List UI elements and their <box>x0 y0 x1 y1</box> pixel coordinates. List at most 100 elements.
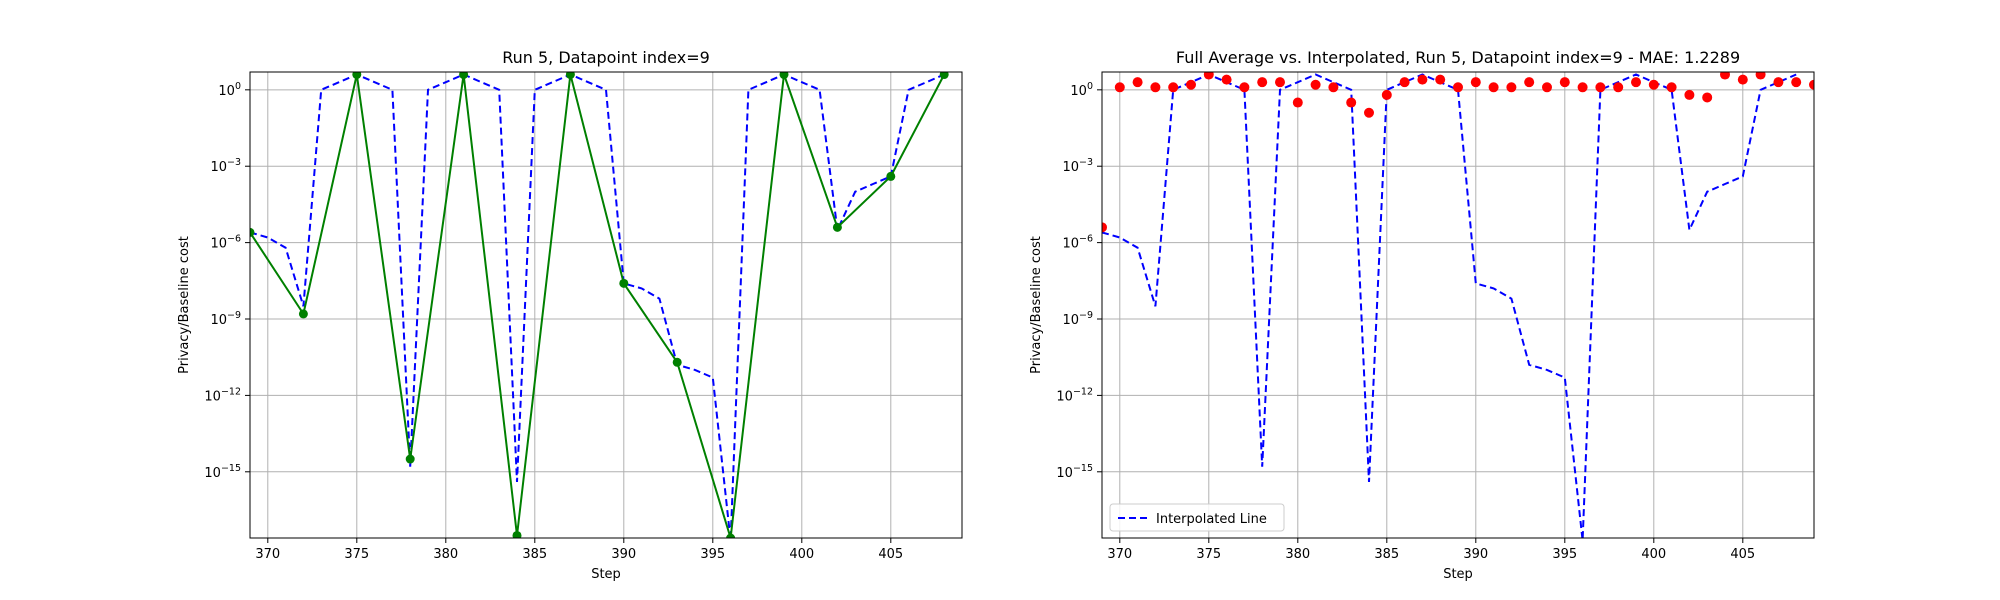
y-tick-exponent: −6 <box>1079 234 1093 245</box>
chart-title: Full Average vs. Interpolated, Run 5, Da… <box>1176 48 1740 67</box>
x-tick-label: 390 <box>1463 547 1488 562</box>
data-point <box>1150 82 1161 93</box>
plot-area <box>1102 72 1814 538</box>
series-line-2 <box>250 74 946 538</box>
data-point <box>1773 77 1784 88</box>
chart-panel-1: 370 375 380 385 390 395 400 405 100 10−3 10−6 10−9 1… <box>177 48 963 582</box>
series-line-1 <box>250 73 945 538</box>
data-point <box>1417 74 1428 85</box>
x-tick-label: 405 <box>878 547 903 562</box>
data-point <box>779 72 789 80</box>
x-tick-label: 385 <box>1374 547 1399 562</box>
x-tick-label: 405 <box>1730 547 1755 562</box>
y-tick-exponent: −15 <box>221 463 241 474</box>
data-point <box>1791 77 1802 88</box>
y-tick-label: 10−6 <box>1062 234 1093 252</box>
data-point <box>1631 77 1641 88</box>
grid <box>250 72 962 538</box>
x-tick-label: 385 <box>522 547 547 562</box>
data-point <box>1809 79 1814 90</box>
y-tick-exponent: −15 <box>1073 463 1093 474</box>
x-tick-label: 400 <box>1641 547 1666 562</box>
x-axis-label: Step <box>1443 567 1473 582</box>
data-point <box>832 222 842 232</box>
y-tick-label: 10−9 <box>210 310 241 328</box>
data-point <box>1310 79 1321 90</box>
data-point <box>1453 82 1463 93</box>
y-tick-label: 10−12 <box>204 386 241 404</box>
y-tick-exponent: 0 <box>235 81 241 92</box>
x-tick-label: 375 <box>344 547 369 562</box>
data-point <box>1702 92 1713 103</box>
legend: Interpolated Line <box>1109 503 1285 532</box>
y-tick-label: 10−3 <box>210 157 241 175</box>
x-tick-label: 370 <box>1107 547 1132 562</box>
y-tick-exponent: −9 <box>1079 310 1093 321</box>
x-tick-label: 400 <box>789 547 814 562</box>
x-tick-label: 395 <box>700 547 725 562</box>
y-tick-label: 100 <box>1070 81 1093 99</box>
data-point <box>1114 82 1125 93</box>
x-tick-label: 380 <box>1285 547 1310 562</box>
chart-panel-2: 370 375 380 385 390 395 400 405 100 10−3 10−6 10−9 1… <box>1029 48 1815 582</box>
data-point <box>1399 77 1410 88</box>
x-tick-label: 390 <box>611 547 636 562</box>
y-tick-label: 10−9 <box>1062 310 1093 328</box>
series-line-1 <box>1102 73 1797 538</box>
plot-frame <box>1101 71 1815 539</box>
legend-box <box>1109 503 1285 532</box>
data-point <box>672 357 682 367</box>
data-point <box>1328 82 1339 93</box>
data-point <box>1346 97 1357 108</box>
y-axis-label: Privacy/Baseline cost <box>177 236 192 374</box>
data-point <box>405 454 415 464</box>
data-point <box>939 72 949 80</box>
y-tick-exponent: −12 <box>221 386 241 397</box>
x-tick-label: 380 <box>433 547 458 562</box>
grid <box>1102 72 1814 538</box>
y-axis-label: Privacy/Baseline cost <box>1029 236 1044 374</box>
data-point <box>1381 89 1392 100</box>
data-point <box>1132 77 1143 88</box>
data-point <box>352 72 362 80</box>
data-point <box>1488 82 1499 93</box>
legend-label: Interpolated Line <box>1156 512 1267 527</box>
data-point <box>1435 74 1446 85</box>
data-point <box>1666 82 1677 93</box>
data-point <box>1239 82 1250 93</box>
data-point <box>726 533 736 538</box>
data-point <box>1720 72 1730 80</box>
plot-frame <box>249 71 963 539</box>
y-tick-exponent: −9 <box>227 310 241 321</box>
data-point <box>1559 77 1570 88</box>
data-point <box>1203 72 1214 80</box>
plot-area <box>250 72 949 538</box>
x-tick-label: 375 <box>1196 547 1221 562</box>
data-point <box>250 227 255 237</box>
data-point <box>1168 82 1179 93</box>
data-point <box>1470 77 1481 88</box>
y-tick-label: 10−3 <box>1062 157 1093 175</box>
data-point <box>298 309 308 319</box>
y-tick-label: 10−15 <box>204 463 241 481</box>
data-point <box>1221 74 1232 85</box>
y-tick-exponent: 0 <box>1087 81 1093 92</box>
x-tick-label: 370 <box>255 547 280 562</box>
y-tick-label: 10−6 <box>210 234 241 252</box>
y-tick-label: 100 <box>218 81 241 99</box>
y-tick-exponent: −3 <box>1079 157 1093 168</box>
y-tick-label: 10−12 <box>1056 386 1093 404</box>
data-point <box>1542 82 1552 93</box>
data-point <box>1524 77 1535 88</box>
chart-title: Run 5, Datapoint index=9 <box>502 48 710 67</box>
data-point <box>1364 107 1374 118</box>
data-point <box>886 171 896 181</box>
x-axis-label: Step <box>591 567 621 582</box>
data-point <box>1737 74 1748 85</box>
data-point <box>1275 77 1285 88</box>
data-point <box>1613 82 1624 93</box>
data-point <box>1577 82 1588 93</box>
data-point <box>1102 222 1107 233</box>
y-tick-label: 10−15 <box>1056 463 1093 481</box>
